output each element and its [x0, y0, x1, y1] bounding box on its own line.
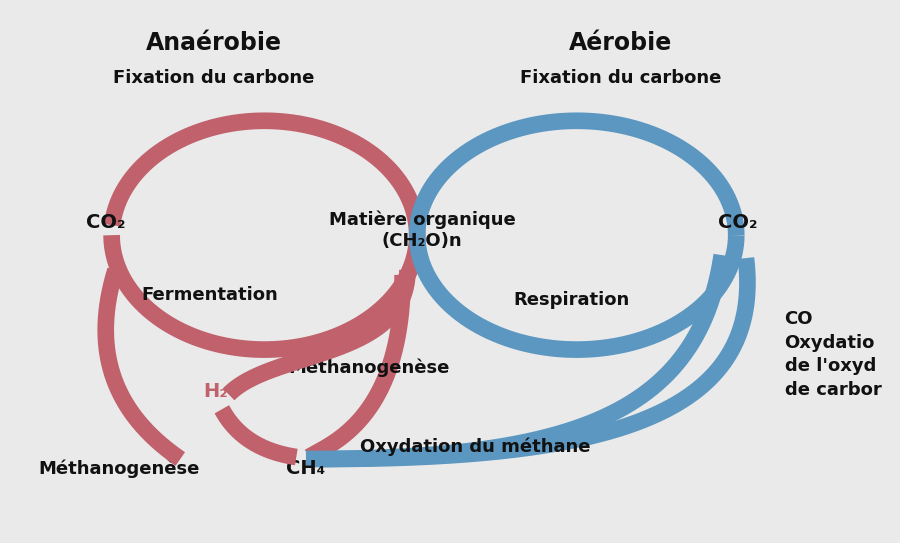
Text: Fermentation: Fermentation [141, 286, 278, 304]
Text: Respiration: Respiration [514, 291, 630, 309]
Text: CO
Oxydatio
de l'oxyd
de carbor: CO Oxydatio de l'oxyd de carbor [785, 310, 881, 399]
Text: Fixation du carbone: Fixation du carbone [113, 69, 315, 87]
Text: Méthanogenèse: Méthanogenèse [288, 358, 449, 377]
Text: Oxydation du méthane: Oxydation du méthane [360, 438, 590, 456]
Text: Méthanogenèse: Méthanogenèse [39, 460, 200, 478]
Text: Anaérobie: Anaérobie [146, 31, 282, 55]
Text: Aérobie: Aérobie [569, 31, 671, 55]
Text: Fixation du carbone: Fixation du carbone [519, 69, 721, 87]
Text: Matière organique
(CH₂O)n: Matière organique (CH₂O)n [328, 211, 516, 250]
Text: CO₂: CO₂ [718, 213, 758, 232]
Text: CO₂: CO₂ [86, 213, 126, 232]
Text: H₂: H₂ [203, 382, 229, 401]
Text: CH₄: CH₄ [286, 459, 326, 478]
